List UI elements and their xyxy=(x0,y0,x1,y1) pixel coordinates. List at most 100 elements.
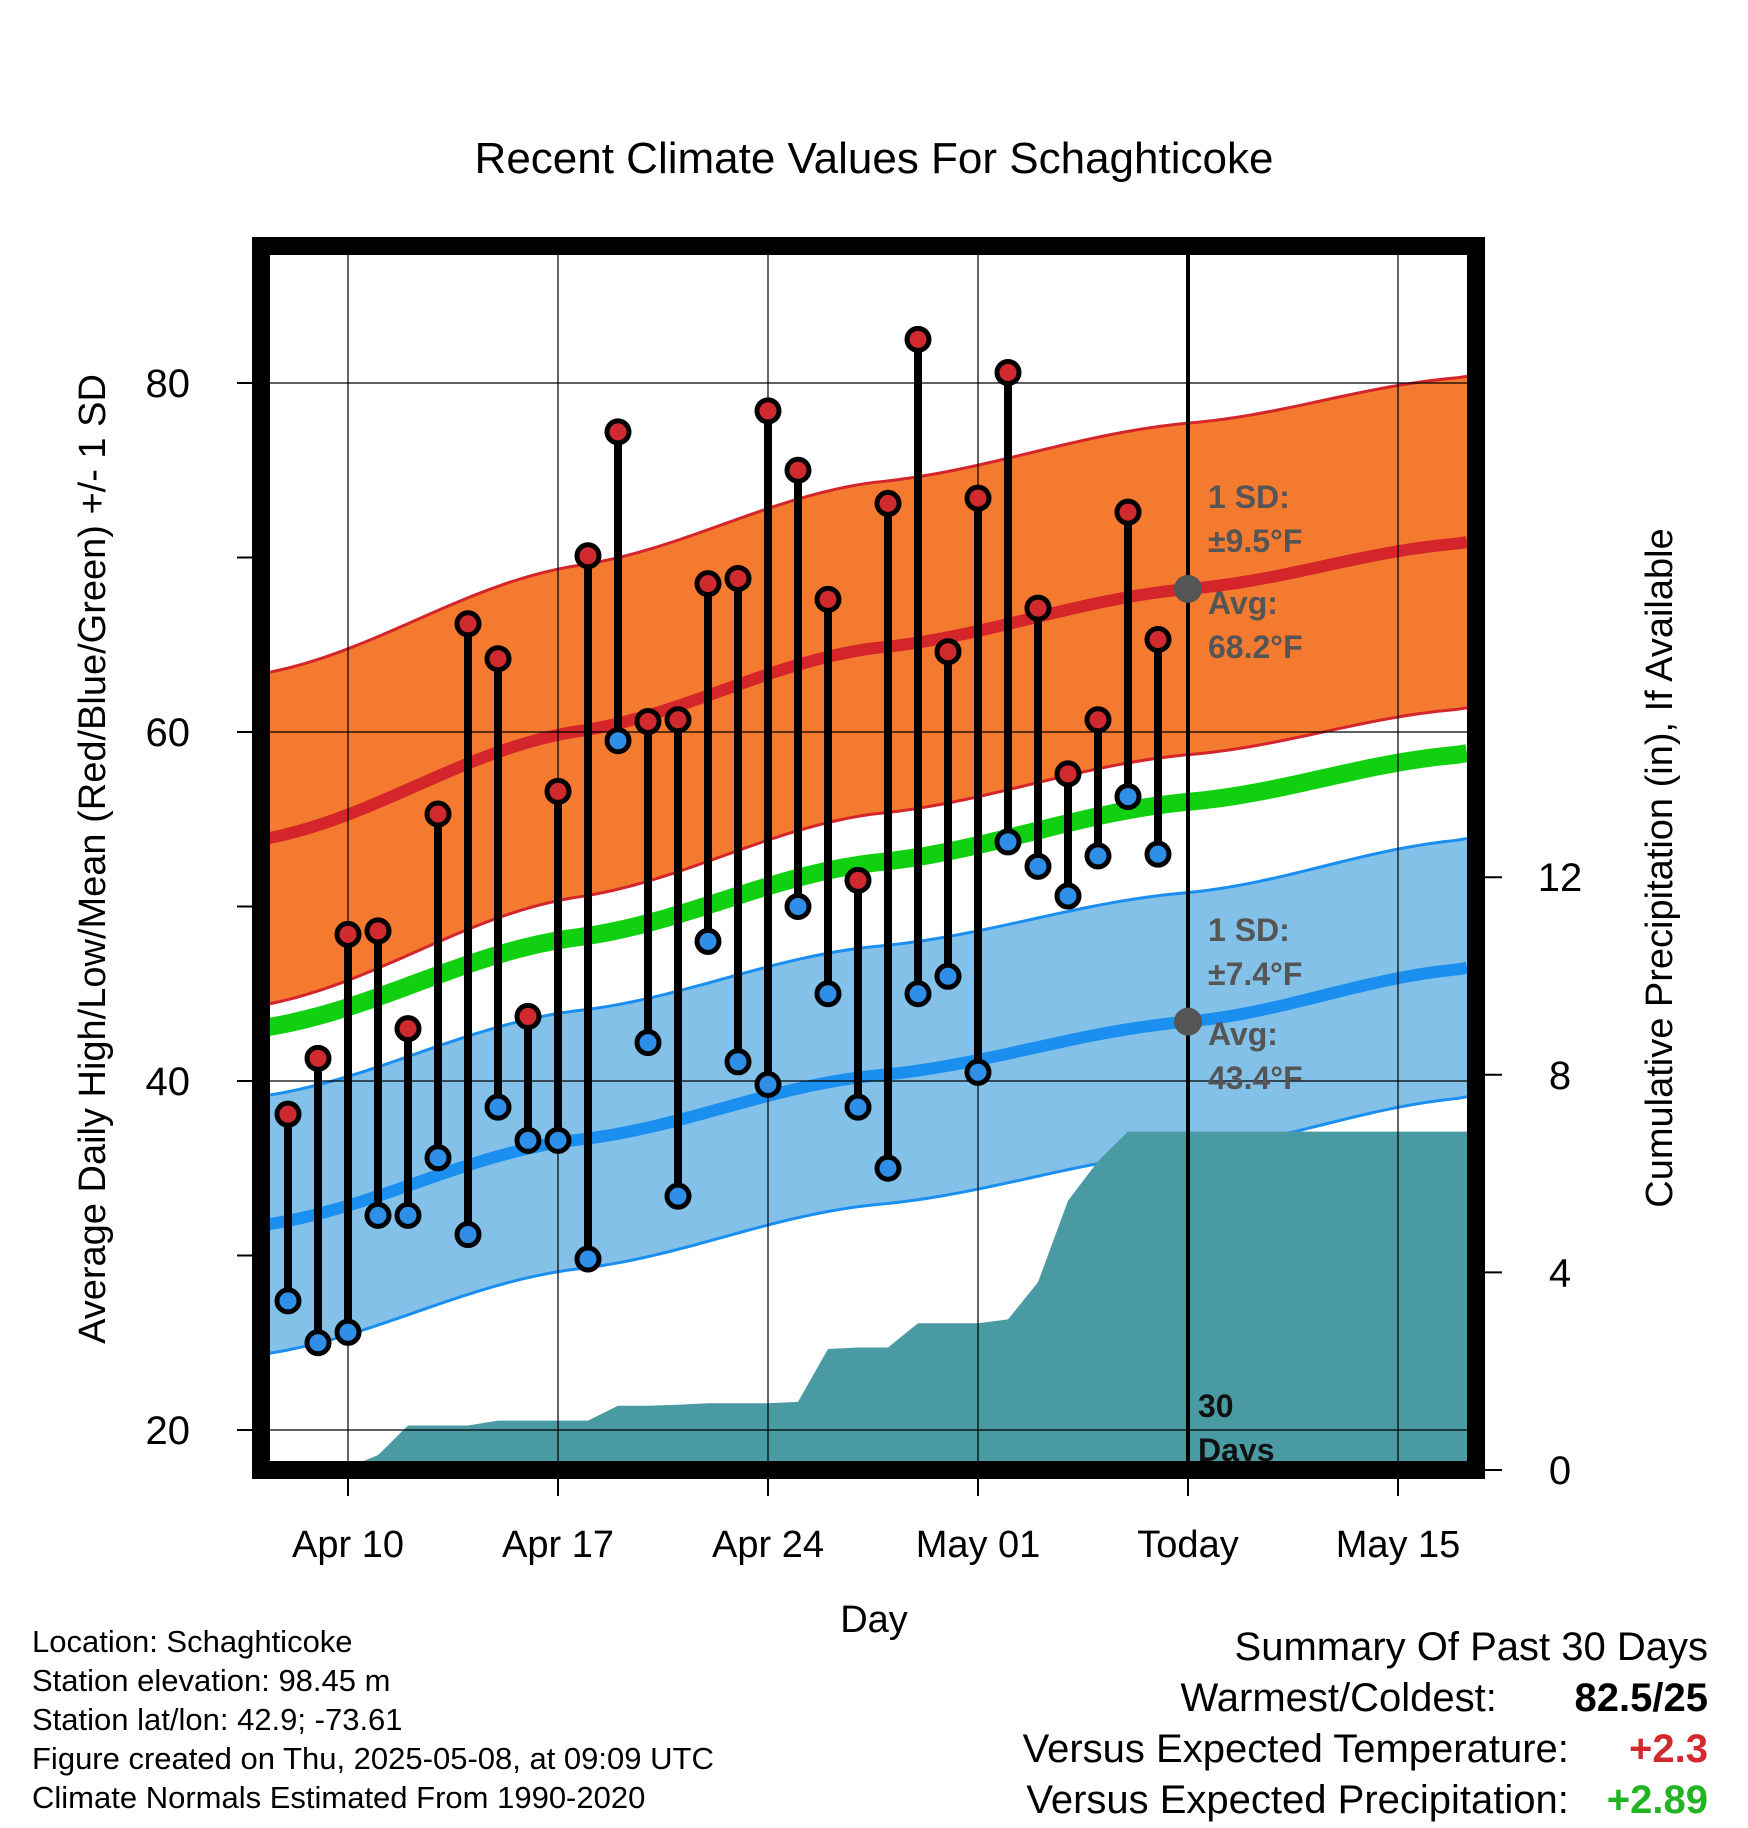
summary-warmest-row: Warmest/Coldest: 82.5/25 xyxy=(1023,1673,1709,1724)
daily-high-point xyxy=(664,706,692,734)
created-text: Figure created on Thu, 2025-05-08, at 09… xyxy=(32,1741,714,1776)
daily-high-point xyxy=(724,564,752,592)
daily-low-point xyxy=(844,1093,872,1121)
daily-high-point xyxy=(814,585,842,613)
location-text: Location: Schaghticoke xyxy=(32,1624,353,1659)
daily-high-point xyxy=(544,777,572,805)
high-sd-band-lower-edge xyxy=(261,706,1468,1007)
x-tick-label: Today xyxy=(1137,1524,1238,1566)
daily-low-point xyxy=(484,1093,512,1121)
daily-high-point xyxy=(304,1044,332,1072)
warmest-label: Warmest/Coldest: xyxy=(1180,1676,1497,1720)
daily-low-point xyxy=(664,1182,692,1210)
summary-temp-row: Versus Expected Temperature: +2.3 xyxy=(1023,1724,1708,1775)
daily-low-point xyxy=(934,962,962,990)
cumulative-precip-area xyxy=(333,1131,1467,1470)
summary-heading: Summary Of Past 30 Days xyxy=(1234,1625,1708,1669)
elevation-text: Station elevation: 98.45 m xyxy=(32,1663,391,1698)
high-sd-value: ±9.5°F xyxy=(1208,523,1302,559)
high-avg-label: Avg: xyxy=(1208,585,1278,621)
daily-high-point xyxy=(364,917,392,945)
plot-frame xyxy=(252,237,1485,1479)
daily-high-point xyxy=(1054,760,1082,788)
high-avg-value: 68.2°F xyxy=(1208,629,1303,665)
daily-low-point xyxy=(304,1329,332,1357)
daily-high-point xyxy=(694,570,722,598)
daily-low-point xyxy=(754,1070,782,1098)
low-sd-label: 1 SD: xyxy=(1208,912,1290,948)
daily-low-point xyxy=(514,1126,542,1154)
daily-high-point xyxy=(484,645,512,673)
daily-low-point xyxy=(784,893,812,920)
daily-high-point xyxy=(574,542,602,570)
x-tick-label: Apr 17 xyxy=(502,1524,614,1566)
daily-low-point xyxy=(604,727,632,755)
low-avg-label: Avg: xyxy=(1208,1016,1278,1052)
high-sd-band xyxy=(261,376,1467,1006)
normal-mean-line xyxy=(261,744,1469,1038)
daily-high-point xyxy=(394,1015,422,1043)
daily-high-point xyxy=(514,1002,542,1030)
y-axis-label-right: Cumulative Precipitation (in), If Availa… xyxy=(1639,528,1681,1207)
temp-anomaly-label: Versus Expected Temperature: xyxy=(1022,1727,1569,1771)
normals-text: Climate Normals Estimated From 1990-2020 xyxy=(32,1780,646,1815)
high-sd-band-upper-edge xyxy=(261,374,1468,676)
daily-low-point xyxy=(814,980,842,1008)
daily-high-point xyxy=(904,325,932,353)
daily-low-point xyxy=(544,1126,572,1154)
daily-high-point xyxy=(1114,498,1142,526)
precip-anomaly-label: Versus Expected Precipitation: xyxy=(1026,1778,1569,1822)
y-axis-label-left: Average Daily High/Low/Mean (Red/Blue/Gr… xyxy=(72,374,114,1344)
x-tick-label: May 01 xyxy=(916,1524,1041,1566)
x-tick-label: Apr 10 xyxy=(292,1524,404,1566)
daily-high-point xyxy=(754,397,782,425)
daily-low-point xyxy=(964,1058,992,1086)
latlon-text: Station lat/lon: 42.9; -73.61 xyxy=(32,1702,403,1737)
daily-high-point xyxy=(424,800,452,828)
daily-high-point xyxy=(784,456,812,484)
daily-low-point xyxy=(634,1029,662,1057)
warmest-value: 82.5/25 xyxy=(1574,1676,1708,1720)
daily-high-point xyxy=(994,359,1022,387)
daily-low-point xyxy=(1024,852,1052,880)
daily-low-point xyxy=(334,1318,362,1346)
y-right-tick-label: 8 xyxy=(1549,1054,1571,1098)
y-left-tick-label: 40 xyxy=(146,1060,191,1104)
daily-low-point xyxy=(394,1201,422,1229)
daily-low-point xyxy=(1084,842,1112,870)
daily-high-point xyxy=(334,920,362,948)
daily-low-point xyxy=(274,1287,302,1315)
daily-high-point xyxy=(634,708,662,736)
daily-low-point xyxy=(904,980,932,1008)
today-days-number: 30 xyxy=(1198,1388,1234,1424)
y-right-tick-label: 12 xyxy=(1538,856,1583,900)
temp-anomaly-value: +2.3 xyxy=(1629,1727,1708,1771)
daily-high-point xyxy=(454,610,482,638)
plot-area: 1 SD: ±9.5°F Avg: 68.2°F 1 SD: ±7.4°F Avg: 43.4… xyxy=(146,237,1583,1566)
station-info: Location: Schaghticoke Station elevation… xyxy=(32,1622,714,1817)
daily-high-point xyxy=(1084,706,1112,734)
today-high-normal-marker xyxy=(1174,574,1202,603)
y-left-tick-label: 80 xyxy=(146,362,191,406)
daily-high-point xyxy=(1024,594,1052,622)
y-left-tick-label: 60 xyxy=(146,711,191,755)
x-tick-label: Apr 24 xyxy=(712,1524,824,1566)
summary-precip-row: Versus Expected Precipitation: +2.89 xyxy=(1023,1775,1708,1826)
precip-anomaly-value: +2.89 xyxy=(1606,1778,1708,1822)
today-low-normal-marker xyxy=(1174,1007,1202,1036)
y-left-tick-label: 20 xyxy=(146,1409,191,1453)
daily-low-point xyxy=(424,1144,452,1172)
x-axis-label: Day xyxy=(840,1599,908,1641)
daily-low-point xyxy=(874,1154,902,1182)
high-sd-label: 1 SD: xyxy=(1208,479,1290,515)
summary-panel: Summary Of Past 30 Days Warmest/Coldest:… xyxy=(1023,1622,1708,1826)
daily-high-point xyxy=(274,1100,302,1128)
daily-high-point xyxy=(1144,626,1172,654)
low-sd-value: ±7.4°F xyxy=(1208,956,1302,992)
daily-low-point xyxy=(364,1201,392,1229)
chart-title: Recent Climate Values For Schaghticoke xyxy=(475,134,1274,183)
plot-content: 1 SD: ±9.5°F Avg: 68.2°F 1 SD: ±7.4°F Avg: 43.4… xyxy=(261,246,1476,1470)
daily-low-point xyxy=(724,1048,752,1076)
daily-low-point xyxy=(1144,840,1172,868)
